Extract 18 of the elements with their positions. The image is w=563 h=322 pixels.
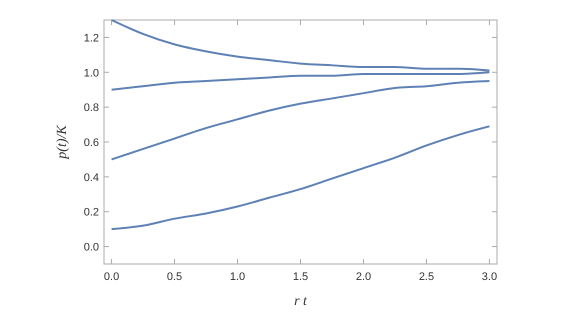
line-series (110, 125, 490, 230)
x-tick-label: 3.0 (482, 271, 498, 283)
x-axis-title: r t (294, 294, 308, 309)
y-tick-label: 0.6 (84, 137, 99, 149)
y-tick-label: 0.8 (84, 102, 99, 114)
x-tick-label: 2.0 (356, 271, 372, 283)
y-tick-label: 0.4 (84, 172, 99, 184)
x-tick-label: 0.0 (104, 271, 120, 283)
x-tick-label: 1.0 (230, 271, 246, 283)
y-tick-label: 1.2 (84, 32, 99, 44)
line-series (110, 80, 490, 160)
x-tick-label: 0.5 (166, 271, 182, 283)
x-tick-label: 2.5 (418, 271, 434, 283)
y-tick-label: 1.0 (84, 67, 99, 80)
y-axis-title: p(t)/K (55, 124, 70, 160)
y-tick-label: 0.0 (84, 242, 99, 254)
x-tick-label: 1.5 (292, 271, 308, 283)
y-tick-label: 0.2 (84, 206, 99, 219)
